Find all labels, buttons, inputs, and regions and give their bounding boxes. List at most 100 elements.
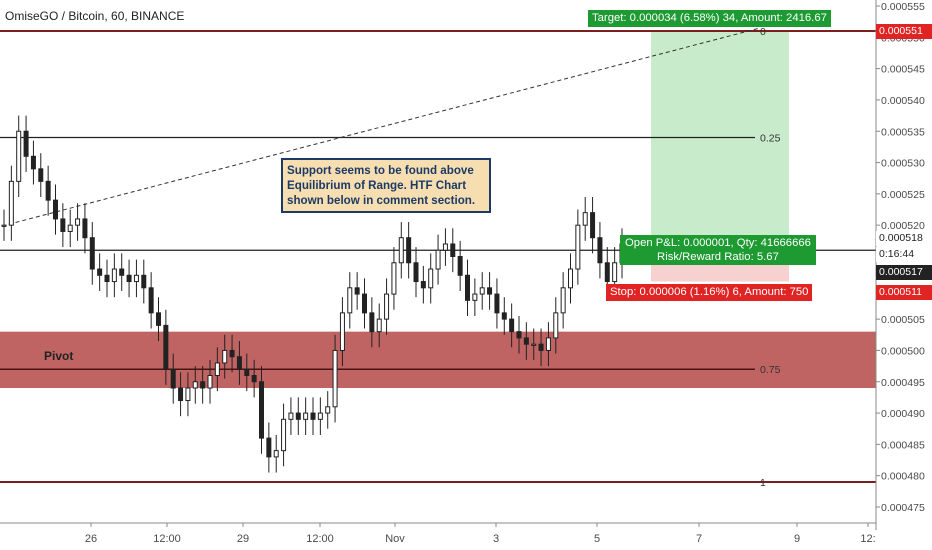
- candle-body: [487, 287, 493, 295]
- candle-body: [538, 343, 544, 351]
- candle-body: [310, 412, 316, 420]
- time-tick-label: 3: [493, 533, 499, 545]
- candle-body: [516, 331, 522, 339]
- price-tick-label: 0.000485: [881, 439, 925, 451]
- time-tick-label: 7: [696, 533, 702, 545]
- candle-body: [119, 268, 125, 276]
- time-tick-label: 29: [237, 533, 249, 545]
- candle-body: [295, 412, 301, 420]
- candle-body: [30, 155, 36, 170]
- candle-body: [156, 312, 161, 326]
- candle-body: [133, 274, 139, 283]
- candle-body: [531, 343, 537, 346]
- candle-body: [384, 293, 390, 320]
- price-tick-label: 0.000480: [881, 471, 925, 483]
- candle-body: [104, 274, 110, 283]
- candle-body: [273, 450, 279, 458]
- last-price-badge: 0.000517: [876, 265, 932, 280]
- candle-body: [479, 287, 485, 295]
- candle-body: [200, 381, 206, 389]
- candle-body: [332, 349, 338, 408]
- candle-body: [369, 312, 375, 333]
- target-zone: [651, 31, 789, 248]
- candle-body: [16, 130, 22, 182]
- candle-body: [170, 368, 176, 389]
- price-tick-label: 0.000555: [881, 1, 925, 13]
- price-tick-label: 0.000490: [881, 408, 925, 420]
- candle-body: [406, 237, 412, 264]
- candle-body: [575, 224, 581, 270]
- candle-body: [141, 274, 147, 289]
- candle-body: [53, 199, 58, 220]
- stop-label[interactable]: Stop: 0.000006 (1.16%) 6, Amount: 750: [606, 284, 813, 301]
- time-tick-label: 9: [794, 533, 800, 545]
- price-tick-label: 0.000540: [881, 95, 925, 107]
- candle-body: [259, 381, 264, 439]
- candle-body: [509, 318, 515, 333]
- target-price-badge: 0.000551: [876, 24, 932, 39]
- candle-body: [501, 312, 507, 320]
- price-tick-label: 0.000475: [881, 502, 925, 514]
- candle-body: [214, 362, 220, 376]
- candle-body: [442, 243, 448, 251]
- candle-body: [523, 337, 529, 345]
- price-tick-label: 0.000530: [881, 158, 925, 170]
- candle-body: [38, 168, 44, 182]
- candle-body: [178, 387, 184, 402]
- price-tick-label: 0.000545: [881, 64, 925, 76]
- candle-body: [23, 130, 29, 157]
- candle-body: [568, 268, 573, 289]
- candle-body: [111, 268, 117, 283]
- target-label[interactable]: Target: 0.000034 (6.58%) 34, Amount: 241…: [588, 10, 831, 27]
- pnl-label[interactable]: Open P&L: 0.000001, Qty: 41666666 Risk/R…: [620, 235, 816, 265]
- candle-body: [545, 337, 551, 351]
- candle-body: [266, 437, 272, 458]
- pnl-line-2: Risk/Reward Ratio: 5.67: [657, 251, 779, 263]
- candle-body: [192, 381, 198, 389]
- candle-body: [560, 287, 566, 314]
- candle-body: [465, 274, 470, 301]
- time-tick-label: 12:00: [153, 533, 181, 545]
- price-tick-label: 0.000500: [881, 345, 925, 357]
- candle-body: [126, 274, 132, 283]
- pivot-zone: [0, 331, 876, 389]
- candle-body: [398, 237, 404, 264]
- candle-body: [391, 262, 397, 295]
- candle-body: [8, 180, 14, 226]
- candle-body: [185, 387, 191, 402]
- candle-body: [251, 374, 257, 383]
- candle-body: [362, 293, 367, 314]
- candle-body: [222, 349, 228, 364]
- candle-body: [163, 324, 169, 370]
- time-tick-label: 26: [85, 533, 97, 545]
- candle-body: [75, 218, 81, 226]
- chart-title: OmiseGO / Bitcoin, 60, BINANCE: [5, 9, 185, 23]
- candle-body: [612, 262, 618, 283]
- time-tick-label: 12:00: [306, 533, 334, 545]
- candle-body: [244, 368, 250, 376]
- candle-body: [494, 293, 500, 314]
- candle-body: [347, 287, 353, 314]
- candle-body: [1, 224, 7, 227]
- candle-body: [229, 349, 235, 358]
- analysis-note[interactable]: Support seems to be found above Equilibr…: [281, 158, 491, 213]
- price-tick-label: 0.000505: [881, 314, 925, 326]
- candle-body: [597, 237, 603, 264]
- candle-body: [582, 212, 588, 226]
- fib-label-3: 1: [760, 477, 766, 489]
- candle-body: [303, 412, 309, 420]
- candle-body: [89, 237, 95, 270]
- candle-body: [376, 318, 382, 333]
- countdown-badge: 0:16:44: [876, 247, 932, 262]
- candle-body: [281, 418, 287, 452]
- stop-price-badge: 0.000511: [876, 285, 932, 300]
- fib-label-2: 0.75: [760, 364, 781, 376]
- price-tick-label: 0.000525: [881, 189, 925, 201]
- time-tick-label: 12:: [860, 533, 875, 545]
- candle-body: [450, 243, 456, 258]
- price-tick-label: 0.000535: [881, 126, 925, 138]
- candle-body: [339, 312, 345, 351]
- price-tick-label: 0.000495: [881, 377, 925, 389]
- candle-body: [413, 262, 419, 283]
